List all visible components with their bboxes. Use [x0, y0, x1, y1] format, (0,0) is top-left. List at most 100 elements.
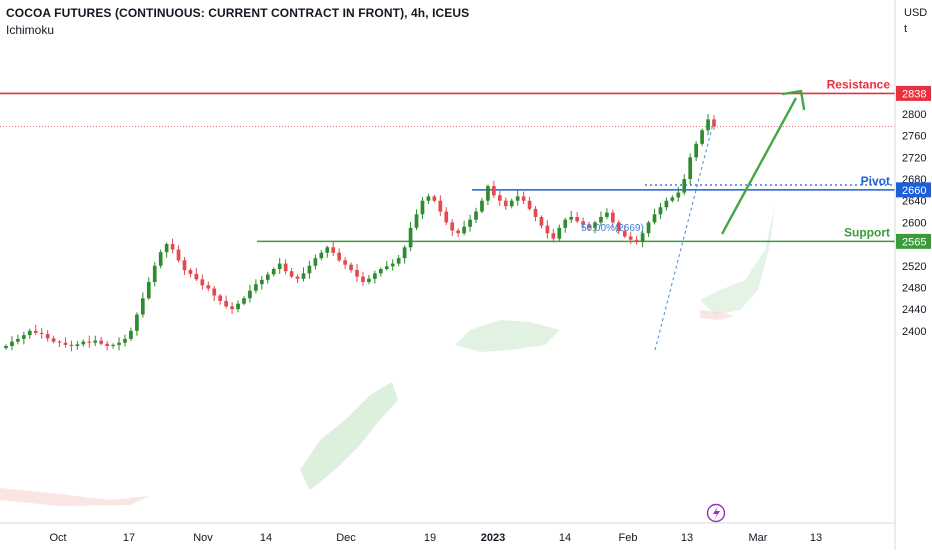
candle-body [194, 273, 199, 280]
time-tick-label: 17 [123, 532, 135, 544]
time-tick-label: Mar [749, 532, 768, 544]
candle-body [236, 303, 240, 310]
candle-body [277, 263, 282, 270]
candle-body [456, 230, 461, 234]
candle-body [688, 157, 693, 180]
candle-body [182, 260, 187, 271]
candle-body [533, 208, 538, 217]
candle-body [200, 279, 205, 286]
candle-body [628, 236, 633, 240]
candle-body [27, 330, 32, 336]
candle-body [140, 298, 145, 315]
candle-body [355, 270, 359, 277]
time-tick-label: 14 [559, 532, 571, 544]
currency-label: USD [904, 7, 928, 19]
chart-title: COCOA FUTURES (CONTINUOUS: CURRENT CONTR… [6, 6, 470, 20]
candle-body [712, 119, 716, 127]
price-badge-label: 2838 [902, 88, 926, 100]
candle-body [51, 338, 56, 342]
currency-unit[interactable]: USD t [904, 5, 927, 37]
candle-body [462, 226, 466, 234]
price-tick-label: 2800 [902, 109, 926, 121]
candle-body [694, 143, 698, 158]
candle-body [135, 314, 139, 331]
candle-body [206, 285, 211, 289]
candle-body [539, 216, 544, 226]
candle-body [33, 330, 38, 333]
candle-body [480, 200, 484, 212]
projection-arrow-shaft [720, 97, 798, 235]
candle-body [706, 119, 710, 131]
candle-body [664, 200, 669, 208]
cloud-green-segment [700, 205, 775, 315]
candle-body [373, 273, 377, 279]
candle-body [438, 200, 443, 212]
candle-body [700, 130, 704, 144]
candle-body [616, 222, 621, 232]
candle-body [599, 216, 603, 223]
candle-body [426, 196, 431, 201]
cloud-red-segment [700, 310, 735, 320]
candle-body [497, 195, 502, 201]
price-badge-label: 2660 [902, 185, 926, 197]
candle-body [45, 334, 50, 339]
candle-body [63, 342, 68, 345]
candle-body [515, 196, 520, 201]
candle-body [402, 247, 407, 259]
candle-body [212, 288, 217, 296]
candle-body [117, 342, 121, 345]
candle-body [170, 244, 175, 250]
candle-body [390, 263, 395, 267]
annotations: 50.00%(2669) [581, 89, 895, 523]
candle-body [575, 216, 580, 222]
candle-body [384, 266, 389, 270]
candle-body [509, 200, 514, 207]
time-tick-label: 14 [260, 532, 272, 544]
candle-body [283, 263, 288, 272]
candle-body [105, 343, 109, 346]
candle-body [10, 341, 14, 346]
candle-body [111, 344, 115, 346]
candle-body [295, 276, 300, 279]
level-label-resistance: Resistance [827, 77, 891, 91]
candle-body [563, 219, 568, 228]
candle-body [164, 244, 169, 253]
candle-body [57, 341, 62, 343]
candle-body [658, 207, 663, 215]
ichimoku-cloud [0, 205, 775, 506]
cloud-red-segment [0, 488, 150, 506]
candle-body [343, 260, 347, 265]
candle-body [670, 197, 675, 201]
candle-body [527, 200, 532, 209]
projection-arrow-head [781, 89, 806, 111]
price-tick-label: 2720 [902, 152, 926, 164]
candle-body [646, 222, 651, 234]
candle-body [146, 282, 151, 299]
candle-body [682, 179, 687, 193]
time-tick-label: 13 [810, 532, 822, 544]
candle-body [331, 247, 336, 253]
time-tick-label: 2023 [481, 532, 505, 544]
price-tick-label: 2440 [902, 304, 926, 316]
candle-body [361, 276, 365, 283]
candle-body [557, 227, 562, 239]
candle-body [474, 211, 478, 220]
candle-body [188, 270, 193, 274]
candle-body [414, 214, 419, 228]
indicator-label[interactable]: Ichimoku [6, 23, 55, 37]
level-label-support: Support [844, 225, 890, 239]
price-tick-label: 2640 [902, 196, 926, 208]
candle-body [313, 258, 318, 266]
candle-body [16, 338, 20, 342]
candle-body [337, 252, 342, 261]
candle-body [289, 271, 294, 277]
candle-body [378, 269, 383, 274]
candle-body [408, 227, 413, 248]
candle-body [259, 279, 264, 285]
candle-body [152, 265, 157, 283]
time-tick-label: Nov [193, 532, 213, 544]
time-tick-label: 19 [424, 532, 436, 544]
candle-body [254, 284, 258, 291]
